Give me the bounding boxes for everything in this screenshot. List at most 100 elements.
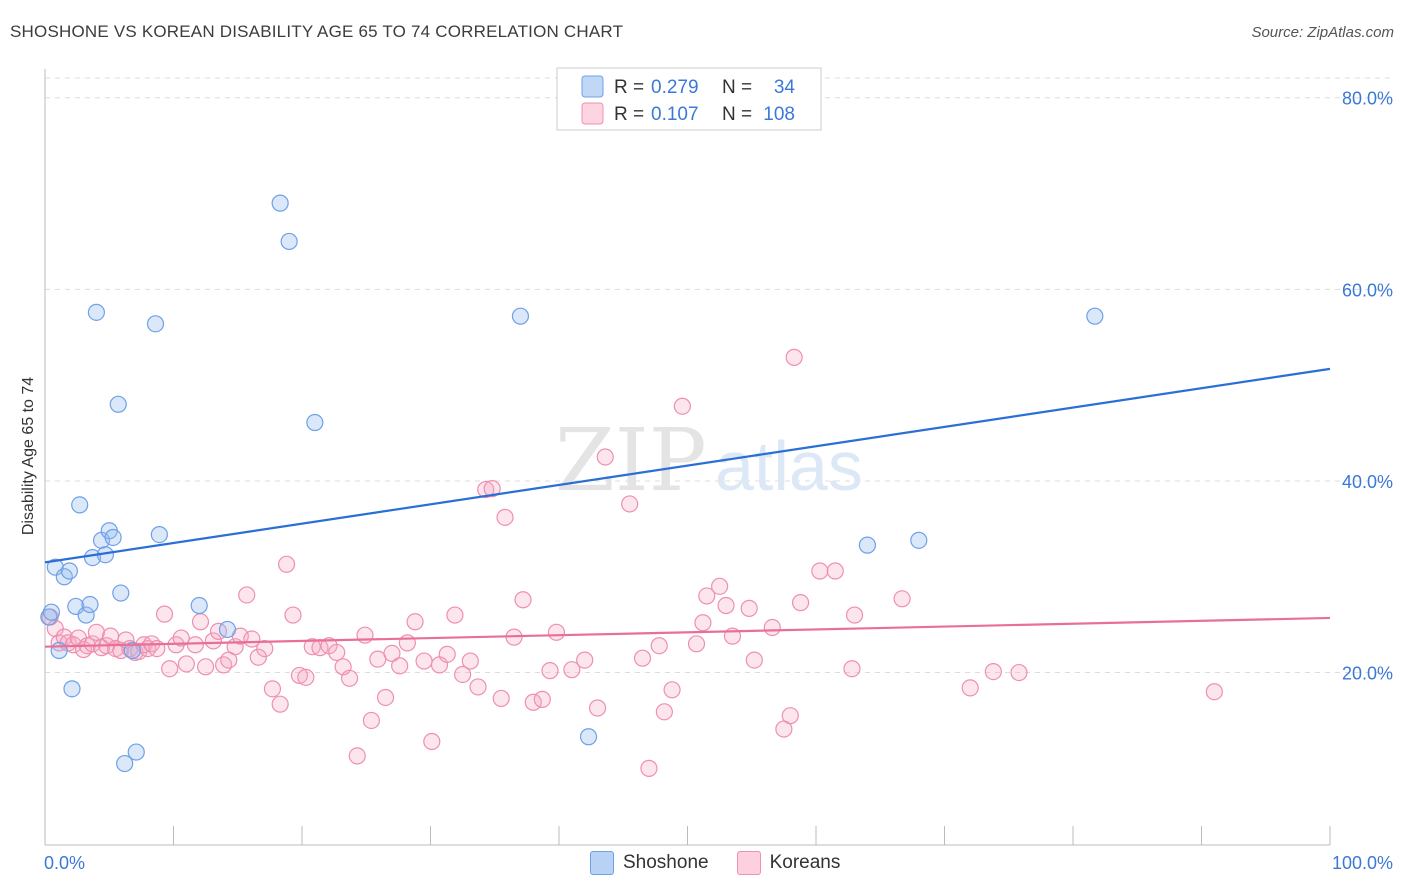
axes (44, 69, 1331, 846)
data-point-koreans (961, 679, 979, 697)
trend-line-shoshone (44, 367, 1331, 564)
data-point-koreans (496, 508, 514, 526)
data-point-koreans (238, 586, 256, 604)
data-point-shoshone (858, 536, 877, 554)
data-point-koreans (621, 495, 639, 513)
data-point-shoshone (104, 528, 122, 547)
y-tick-label: 60.0% (1342, 280, 1393, 300)
x-tick-labels: 0.0% 100.0% (44, 853, 1393, 873)
data-point-koreans (596, 448, 614, 466)
data-point-koreans (277, 555, 296, 573)
data-point-koreans (483, 480, 501, 498)
data-point-koreans (177, 655, 195, 673)
data-point-koreans (663, 681, 681, 699)
data-point-shoshone (306, 413, 324, 432)
data-point-koreans (297, 668, 315, 686)
x-tick-label-max: 100.0% (1332, 853, 1393, 873)
chart-title: SHOSHONE VS KOREAN DISABILITY AGE 65 TO … (10, 22, 624, 41)
y-tick-labels: 20.0% 40.0% 60.0% 80.0% (1342, 89, 1393, 684)
data-point-koreans (698, 587, 716, 605)
legend-n-value: 34 (774, 77, 796, 98)
series-koreans (41, 348, 1223, 777)
data-point-koreans (785, 348, 803, 366)
data-point-koreans (541, 662, 559, 680)
data-point-koreans (271, 695, 289, 713)
data-point-koreans (256, 640, 274, 658)
data-point-koreans (423, 732, 441, 751)
data-point-koreans (204, 632, 222, 650)
data-point-koreans (1010, 663, 1028, 682)
legend-r-value: 0.279 (651, 77, 699, 98)
data-point-shoshone (42, 603, 61, 621)
legend-r-label: R = (614, 77, 644, 98)
data-point-koreans (398, 634, 416, 652)
data-point-koreans (547, 623, 566, 641)
legend-swatch (581, 102, 604, 125)
source-label: Source: ZipAtlas.com (1251, 24, 1394, 41)
y-tick-label: 80.0% (1342, 89, 1393, 109)
data-point-shoshone (71, 496, 89, 514)
trend-lines (44, 367, 1331, 648)
legend-item-koreans: Koreans (736, 851, 841, 875)
data-point-shoshone (123, 641, 141, 660)
data-point-koreans (781, 707, 799, 725)
data-point-shoshone (50, 641, 68, 660)
data-point-koreans (811, 562, 829, 580)
data-point-shoshone (218, 620, 237, 639)
data-point-koreans (446, 606, 464, 624)
data-point-koreans (673, 397, 691, 415)
data-point-koreans (155, 605, 174, 623)
data-point-shoshone (63, 680, 81, 698)
data-point-shoshone (271, 194, 289, 212)
data-point-koreans (763, 618, 781, 637)
data-point-koreans (263, 680, 282, 698)
data-point-koreans (576, 651, 594, 669)
legend-n-label: N = (722, 77, 752, 98)
legend-item-shoshone: Shoshone (590, 851, 709, 875)
legend-swatch (581, 75, 604, 98)
legend-r-label: R = (614, 104, 644, 125)
data-point-koreans (362, 711, 380, 730)
data-point-koreans (1205, 683, 1223, 701)
data-point-shoshone (77, 606, 95, 624)
data-point-koreans (740, 599, 758, 617)
legend-label-koreans: Koreans (769, 852, 841, 873)
data-point-shoshone (150, 525, 168, 544)
watermark-zip: ZIP (555, 411, 707, 511)
data-point-koreans (161, 660, 179, 678)
data-point-koreans (348, 747, 366, 765)
data-point-koreans (533, 690, 551, 708)
data-point-koreans (284, 606, 302, 624)
legend-swatch-koreans (736, 851, 761, 875)
legend-n-value: 108 (763, 104, 795, 125)
data-point-shoshone (190, 596, 208, 615)
data-point-shoshone (81, 595, 99, 614)
data-point-koreans (172, 629, 190, 647)
data-point-koreans (290, 666, 309, 685)
data-point-koreans (745, 651, 763, 669)
data-point-koreans (826, 562, 844, 580)
legend-label-shoshone: Shoshone (623, 852, 709, 873)
watermark: ZIP atlas (555, 411, 863, 511)
data-point-koreans (633, 649, 652, 667)
data-point-shoshone (579, 728, 598, 746)
data-point-koreans (640, 759, 658, 777)
data-point-koreans (845, 606, 864, 624)
watermark-atlas: atlas (715, 427, 863, 505)
data-point-koreans (376, 688, 395, 707)
data-point-koreans (984, 662, 1002, 681)
data-point-koreans (469, 678, 487, 696)
data-point-koreans (563, 661, 581, 679)
data-point-shoshone (109, 395, 127, 413)
data-point-shoshone (60, 562, 79, 580)
data-point-koreans (215, 656, 233, 674)
data-point-koreans (843, 660, 861, 678)
data-point-shoshone (116, 754, 134, 773)
data-point-koreans (694, 614, 712, 632)
data-point-koreans (461, 652, 479, 670)
data-point-koreans (893, 590, 911, 608)
y-tick-label: 40.0% (1342, 472, 1393, 492)
legend-n-label: N = (722, 104, 752, 125)
data-point-shoshone (146, 315, 165, 333)
